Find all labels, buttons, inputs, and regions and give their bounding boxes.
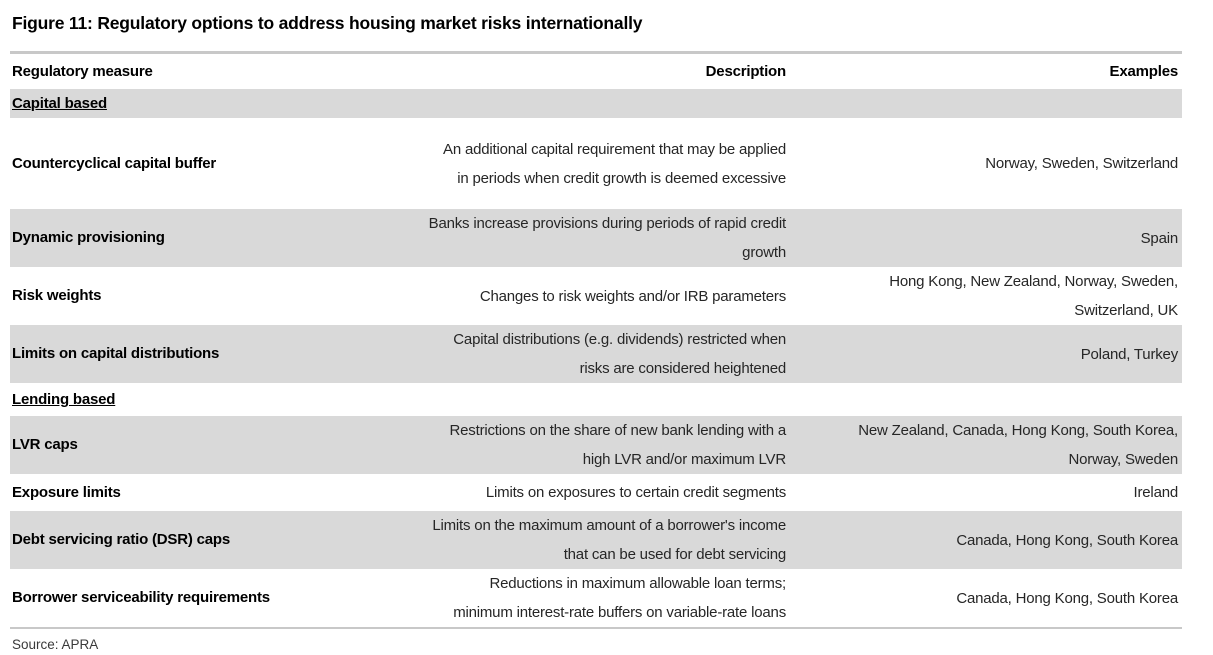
section-label: Lending based (12, 391, 116, 408)
section-row: Lending based (10, 383, 1182, 416)
measure-cell: Countercyclical capital buffer (12, 154, 217, 172)
description-cell: Restrictions on the share of new bank le… (449, 422, 787, 468)
table-row: Borrower serviceability requirements Redu… (10, 569, 1182, 627)
measure-cell: Borrower serviceability requirements (12, 589, 270, 606)
examples-cell: Ireland (1133, 484, 1179, 501)
description-cell: Banks increase provisions during periods… (428, 215, 787, 261)
table-row: Dynamic provisioning Banks increase provi… (10, 209, 1182, 267)
description-cell: Limits on the maximum amount of a borrow… (432, 517, 786, 563)
column-header-description: Description (705, 63, 787, 80)
examples-cell: Poland, Turkey (1080, 345, 1178, 363)
figure-title: Figure 11: Regulatory options to address… (12, 13, 643, 33)
table-row: Limits on capital distributions Capital d… (10, 325, 1182, 383)
measure-cell: Exposure limits (12, 483, 121, 501)
table-row: LVR caps Restrictions on the share of new… (10, 416, 1182, 474)
regulatory-options-table: Regulatory measure Description Examples … (10, 51, 1182, 629)
examples-cell: Spain (1140, 229, 1179, 247)
examples-cell: Canada, Hong Kong, South Korea (956, 531, 1178, 549)
examples-cell: Canada, Hong Kong, South Korea (956, 589, 1178, 607)
description-cell: An additional capital requirement that m… (443, 140, 786, 187)
description-cell: Limits on exposures to certain credit se… (485, 484, 786, 501)
description-cell: Changes to risk weights and/or IRB param… (479, 287, 786, 305)
table-row: Debt servicing ratio (DSR) caps Limits on… (10, 511, 1182, 569)
examples-cell: Norway, Sweden, Switzerland (985, 155, 1178, 172)
source-note: Source: APRA (12, 637, 99, 652)
measure-cell: Dynamic provisioning (12, 229, 165, 246)
column-header-examples: Examples (1109, 63, 1179, 80)
table-row: Countercyclical capital buffer An additio… (10, 118, 1182, 209)
measure-cell: Risk weights (12, 287, 102, 304)
section-label: Capital based (12, 95, 107, 112)
table-header-row: Regulatory measure Description Examples (10, 54, 1182, 89)
measure-cell: LVR caps (12, 436, 78, 453)
examples-cell: Hong Kong, New Zealand, Norway, Sweden, … (889, 273, 1178, 319)
measure-cell: Limits on capital distributions (12, 345, 220, 362)
table-row: Risk weights Changes to risk weights and/… (10, 267, 1182, 325)
description-cell: Reductions in maximum allowable loan ter… (453, 575, 786, 621)
report-figure-page: Figure 11: Regulatory options to address… (0, 13, 1213, 655)
table-body: Capital based Countercyclical capital buf… (10, 89, 1182, 627)
description-cell: Capital distributions (e.g. dividends) r… (453, 331, 786, 377)
measure-cell: Debt servicing ratio (DSR) caps (12, 531, 231, 548)
column-header-regulatory-measure: Regulatory measure (12, 62, 153, 80)
section-row: Capital based (10, 89, 1182, 118)
examples-cell: New Zealand, Canada, Hong Kong, South Ko… (858, 422, 1178, 468)
table-row: Exposure limits Limits on exposures to ce… (10, 474, 1182, 511)
